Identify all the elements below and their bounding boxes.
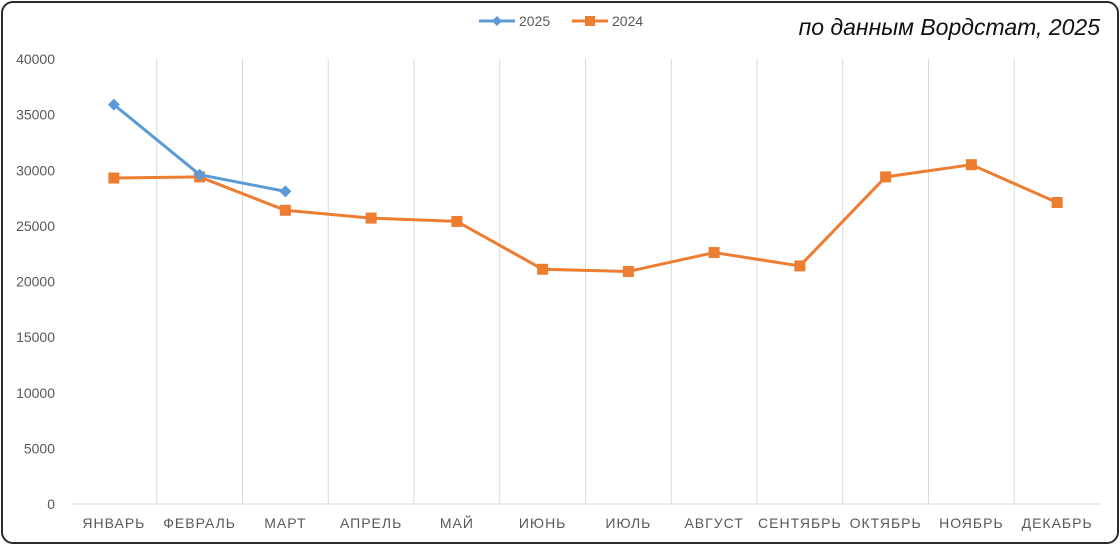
y-tick-label: 10000 (16, 385, 55, 401)
x-axis-ticks: ЯНВАРЬ ФЕВРАЛЬ МАРТ АПРЕЛЬ МАЙ ИЮНЬ ИЮЛЬ АВГУСТ… (82, 514, 1093, 531)
source-note: по данным Вордстат, 2025 (798, 14, 1100, 40)
data-point-2024 (880, 171, 892, 183)
x-tick-label: АВГУСТ (684, 515, 743, 531)
data-point-2024 (108, 172, 120, 184)
x-tick-label: ДЕКАБРЬ (1022, 515, 1093, 531)
legend-marker-2024 (585, 16, 595, 26)
data-point-2024 (537, 263, 549, 275)
x-tick-label: АПРЕЛЬ (340, 515, 402, 531)
y-tick-label: 0 (47, 496, 55, 512)
y-axis-ticks: 0 5000 10000 15000 20000 25000 30000 35000 40000 (16, 51, 55, 512)
data-point-2024 (279, 204, 291, 216)
legend: 2025 2024 (479, 13, 643, 29)
y-tick-label: 30000 (16, 162, 55, 178)
x-tick-label: НОЯБРЬ (939, 515, 1004, 531)
series-lines (107, 98, 1063, 277)
data-point-2024 (365, 212, 377, 224)
grid-lines (71, 59, 1100, 505)
x-tick-label: СЕНТЯБРЬ (758, 515, 842, 531)
x-tick-label: ИЮЛЬ (605, 515, 651, 531)
data-point-2025 (279, 185, 292, 198)
x-tick-label: ОКТЯБРЬ (850, 515, 922, 531)
data-point-2025 (107, 98, 120, 111)
legend-label-2024: 2024 (612, 13, 643, 29)
data-point-2024 (1051, 197, 1063, 209)
y-tick-label: 35000 (16, 107, 55, 123)
y-tick-label: 20000 (16, 274, 55, 290)
x-tick-label: ИЮНЬ (519, 515, 567, 531)
legend-marker-2025 (492, 16, 502, 26)
x-tick-label: ФЕВРАЛЬ (163, 515, 236, 531)
y-tick-label: 5000 (24, 440, 55, 456)
x-tick-label: МАРТ (264, 515, 306, 531)
legend-label-2025: 2025 (519, 13, 550, 29)
data-point-2024 (622, 265, 634, 277)
y-tick-label: 40000 (16, 51, 55, 67)
data-point-2024 (708, 247, 720, 259)
x-tick-label: МАЙ (440, 514, 474, 531)
data-point-2024 (451, 215, 463, 227)
data-point-2025 (193, 168, 206, 181)
data-point-2024 (965, 159, 977, 171)
data-point-2024 (794, 260, 806, 272)
x-tick-label: ЯНВАРЬ (82, 515, 145, 531)
y-tick-label: 25000 (16, 218, 55, 234)
series-line-2024 (113, 163, 1058, 273)
y-tick-label: 15000 (16, 329, 55, 345)
